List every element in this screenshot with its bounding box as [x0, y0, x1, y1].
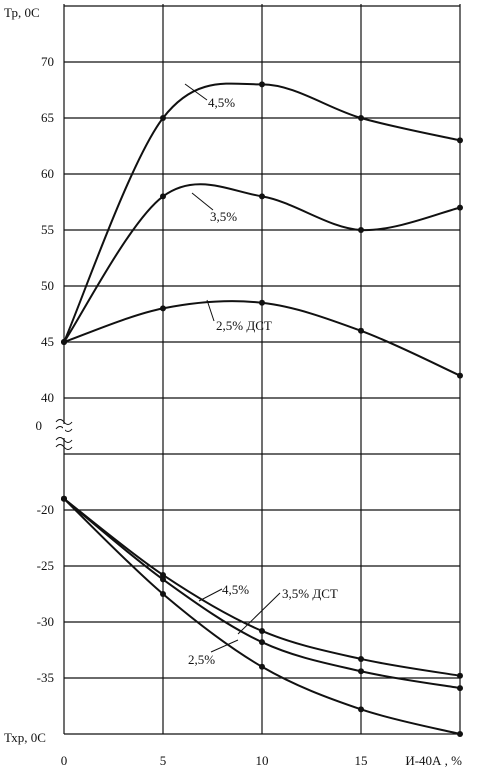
lower-series-0-point-3 — [358, 655, 364, 662]
x-axis-label: И-40А , % — [405, 753, 462, 768]
upper-tick-65: 65 — [41, 110, 54, 125]
upper-series-2-leader — [206, 299, 215, 322]
lower-series-2-point-1 — [160, 591, 166, 597]
upper-series-1-leader — [191, 192, 214, 211]
lower-y-axis-label: Тхр, 0С — [4, 730, 46, 745]
label-leaders — [184, 83, 281, 653]
upper-series-1-point-4 — [457, 204, 463, 211]
break-gap — [63, 424, 65, 438]
lower-series-1-point-2 — [259, 639, 265, 646]
upper-series-0-point-1 — [160, 115, 166, 121]
axis-break — [55, 419, 73, 450]
lower-tick-35: -35 — [37, 670, 54, 685]
lower-series-0-point-1 — [160, 571, 166, 578]
upper-tick-70: 70 — [41, 54, 54, 69]
lower-series-1-point-4 — [457, 685, 463, 692]
lower-series-2-leader — [210, 639, 239, 653]
x-tick-15: 15 — [355, 753, 368, 768]
upper-series-2-point-1 — [160, 305, 166, 312]
lower-series-2-point-3 — [358, 706, 364, 713]
points — [61, 81, 463, 737]
texts: 40 45 50 55 60 65 70 -20 -25 -30 -35 0 0 5 10 15 И-40А ,… — [4, 5, 462, 768]
upper-series-1-point-1 — [160, 193, 166, 200]
upper-series-2-point-2 — [259, 299, 265, 306]
upper-series-0-leader — [184, 83, 208, 101]
lower-series-2-label: 2,5% — [188, 652, 215, 667]
lower-tick-20: -20 — [37, 502, 54, 517]
upper-series-0-point-3 — [358, 115, 364, 121]
upper-tick-40: 40 — [41, 390, 54, 405]
upper-series-0-point-4 — [457, 137, 463, 144]
upper-series-1-label: 3,5% — [210, 209, 237, 224]
break-top-a — [55, 419, 73, 425]
upper-series-2-point-4 — [457, 372, 463, 379]
upper-tick-45: 45 — [41, 334, 54, 349]
lower-series-1-leader — [237, 592, 281, 635]
upper-tick-50: 50 — [41, 278, 54, 293]
lower-series-0-point-2 — [259, 627, 265, 634]
lower-series-0-leader — [198, 588, 223, 602]
upper-series-2-label: 2,5% ДСТ — [216, 318, 272, 333]
upper-series-1-point-3 — [358, 227, 364, 233]
x-tick-0: 0 — [61, 753, 68, 768]
lower-series-1-label: 3,5% ДСТ — [282, 586, 338, 601]
upper-series-0-line — [63, 82, 461, 343]
upper-y-axis-label: Тр, 0С — [4, 5, 40, 20]
lower-series-2-point-4 — [457, 731, 463, 737]
upper-tick-55: 55 — [41, 222, 54, 237]
x-tick-10: 10 — [256, 753, 269, 768]
lower-tick-30: -30 — [37, 614, 54, 629]
upper-series-0-label: 4,5% — [208, 95, 235, 110]
lower-series-2-point-0 — [61, 495, 67, 502]
upper-series-1-point-2 — [259, 193, 265, 200]
upper-series-2-point-0 — [61, 339, 67, 345]
upper-series-2-point-3 — [358, 327, 364, 334]
upper-series-1-line — [63, 183, 461, 343]
lower-series-1-point-1 — [160, 576, 166, 583]
x-tick-5: 5 — [160, 753, 167, 768]
upper-tick-60: 60 — [41, 166, 54, 181]
lower-series-0-label: 4,5% — [222, 582, 249, 597]
break-bottom-b — [55, 444, 73, 450]
break-zero-label: 0 — [36, 418, 43, 433]
lower-tick-25: -25 — [37, 558, 54, 573]
grid — [63, 4, 461, 735]
lower-series-1-point-3 — [358, 668, 364, 675]
break-bottom-a — [55, 437, 73, 443]
lower-series-0-point-4 — [457, 672, 463, 679]
upper-series-0-point-2 — [259, 81, 265, 88]
lower-series-2-point-2 — [259, 663, 265, 670]
